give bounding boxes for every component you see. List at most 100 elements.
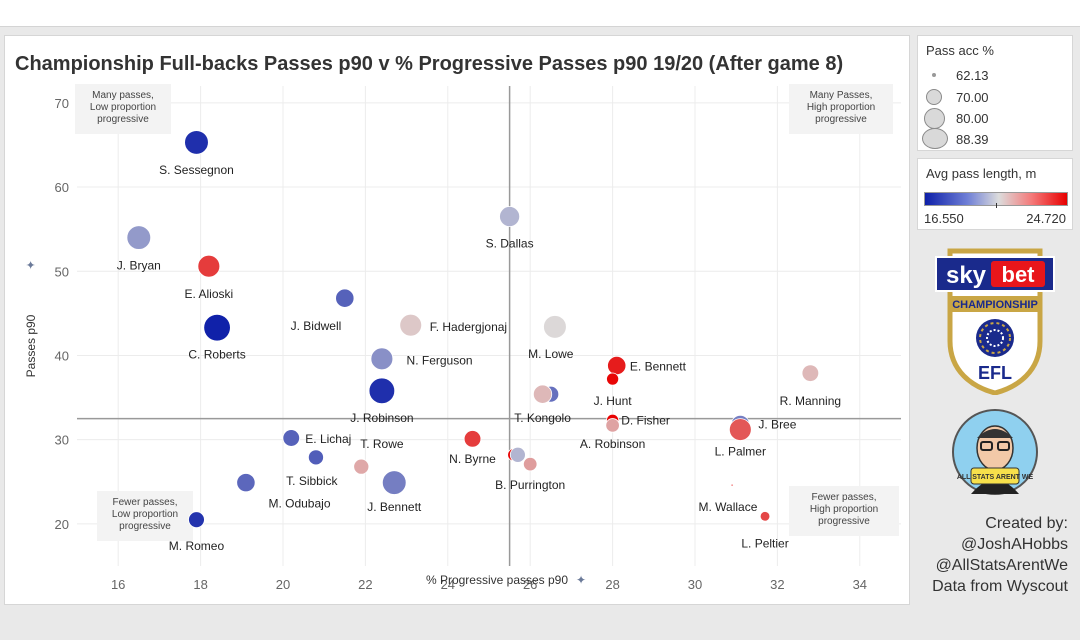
scatter-chart: Championship Full-backs Passes p90 v % P… [15,53,901,592]
x-tick-label: 24 [441,577,455,592]
data-point [197,254,221,278]
top-border [0,0,1080,27]
player-label: A. Robinson [580,437,645,451]
player-label: J. Bryan [117,258,161,272]
data-point [184,130,209,155]
size-legend-circle [924,108,945,129]
y-tick-label: 60 [55,180,69,195]
data-point [307,449,324,466]
player-label: N. Byrne [449,452,496,466]
player-label: R. Manning [780,394,841,408]
size-legend-value: 80.00 [956,111,989,126]
chart-panel: Championship Full-backs Passes p90 v % P… [4,35,910,605]
player-label: M. Romeo [169,539,225,553]
player-label: S. Sessegnon [159,163,234,177]
color-legend-min: 16.550 [924,211,964,226]
credits-line: Created by: [985,515,1068,532]
data-point [543,315,567,339]
player-label: E. Lichaj [305,432,351,446]
skybet-championship-logo: sky bet CHAMPIONSHIP EFL [928,245,1062,396]
player-label: J. Bree [758,418,796,432]
size-legend-value: 70.00 [956,90,989,105]
player-label: J. Bennett [367,500,422,514]
data-point [188,511,205,529]
player-label: L. Peltier [741,536,788,550]
logo-sky-text: sky [946,262,987,289]
x-tick-label: 20 [276,577,290,592]
data-point [368,377,396,405]
credits-site-handle[interactable]: @AllStatsArentWe [935,557,1068,574]
player-label: J. Hunt [594,394,633,408]
quadrant-label: progressive [119,521,171,532]
color-gradient-tick [996,203,997,208]
y-axis-title: Passes p90 [24,314,38,377]
author-avatar: ALL STATS ARENT WE [951,408,1039,496]
color-legend-max: 24.720 [1026,211,1066,226]
credits-author-handle[interactable]: @JoshAHobbs [961,536,1068,553]
data-point [353,458,370,475]
logo-championship-text: CHAMPIONSHIP [952,299,1038,311]
player-label: F. Hadergjonaj [430,320,507,334]
size-legend-circle [926,89,942,105]
size-legend-item: 88.39 [918,128,1068,150]
quadrant-label: progressive [815,114,867,125]
data-point [335,288,355,308]
avatar-graphic: ALL STATS ARENT WE [952,409,1038,495]
chart-title: Championship Full-backs Passes p90 v % P… [15,53,843,75]
data-point [499,206,521,227]
credits-block: Created by: @JoshAHobbs @AllStatsArentWe… [898,513,1068,597]
size-legend: Pass acc % 62.13 70.00 80.00 88.39 [917,35,1073,151]
pin-icon[interactable]: ✦ [24,260,38,270]
data-point [463,430,482,448]
player-label: S. Dallas [486,236,534,250]
quadrant-box [789,84,893,134]
data-point [801,364,820,382]
player-label: T. Sibbick [286,474,338,488]
data-point [522,456,538,472]
data-point [759,511,771,522]
y-tick-label: 20 [55,517,69,532]
data-point [381,470,407,495]
quadrant-label: progressive [97,114,149,125]
credits-data-source: Data from Wyscout [932,578,1068,595]
player-label: M. Lowe [528,347,574,361]
quadrant-box [75,84,171,134]
x-tick-label: 16 [111,577,125,592]
data-point [282,429,301,447]
size-legend-item: 70.00 [918,87,1068,109]
football-icon [976,319,1014,357]
player-label: E. Bennett [630,359,687,373]
data-point [532,384,553,404]
player-label: E. Alioski [184,287,233,301]
y-tick-label: 40 [55,348,69,363]
pin-icon[interactable]: ✦ [576,573,586,587]
quadrant-box [789,486,899,536]
player-label: J. Robinson [350,411,413,425]
y-tick-label: 50 [55,264,69,279]
player-label: T. Rowe [360,437,404,451]
logo-efl-text: EFL [978,363,1012,383]
avatar-caption: ALL STATS ARENT WE [957,474,1034,481]
data-point [236,473,256,493]
quadrant-label: Fewer passes, [811,492,876,503]
player-label: T. Kongolo [514,411,571,425]
player-label: M. Wallace [699,500,758,514]
data-point [730,483,734,487]
quadrant-label: Many passes, [92,90,154,101]
logo-graphic: sky bet CHAMPIONSHIP EFL [935,248,1055,396]
size-legend-item: 62.13 [918,66,1068,88]
x-tick-label: 26 [523,577,537,592]
quadrant-label: Many Passes, [810,90,873,101]
player-label: J. Bidwell [291,319,342,333]
size-legend-item: 80.00 [918,107,1068,129]
data-point [399,313,423,337]
y-tick-label: 30 [55,433,69,448]
player-label: C. Roberts [188,348,245,362]
quadrant-label: High proportion [810,504,878,515]
data-point [509,446,526,463]
x-tick-label: 18 [193,577,207,592]
player-label: M. Odubajo [268,497,330,511]
player-label: B. Purrington [495,478,565,492]
data-point [126,225,152,250]
x-axis-title: % Progressive passes p90 [426,573,568,587]
